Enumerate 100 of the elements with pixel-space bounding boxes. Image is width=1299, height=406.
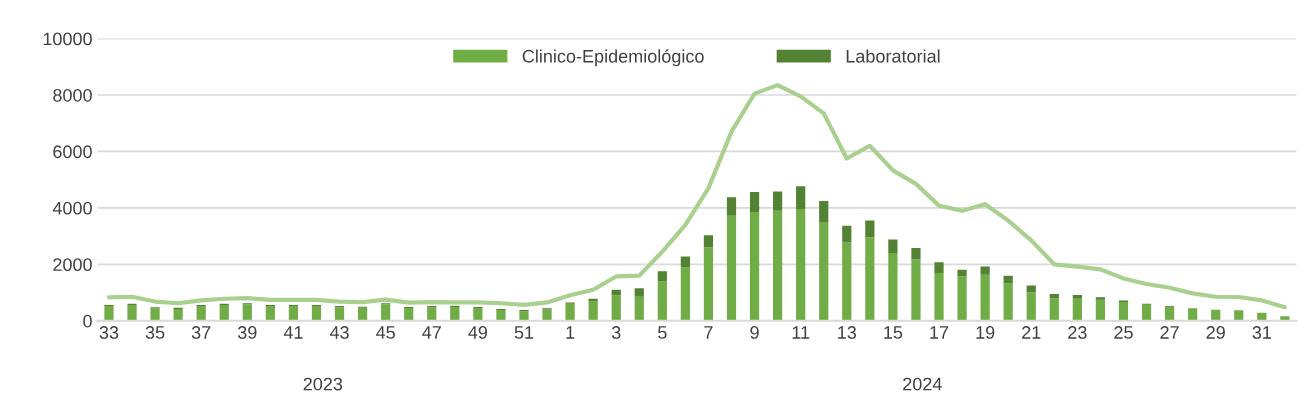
bar [819, 201, 829, 222]
bar [1072, 295, 1082, 299]
bar [288, 306, 299, 321]
bar [519, 311, 529, 321]
bar [565, 303, 575, 321]
y-tick-label: 10000 [43, 32, 92, 46]
x-tick-label: 5 [658, 326, 667, 339]
bar [611, 295, 621, 321]
bar [588, 301, 598, 321]
x-tick-label: 9 [750, 326, 759, 339]
bar [680, 267, 690, 321]
bar [911, 259, 921, 321]
x-tick-label: 21 [1022, 326, 1041, 339]
legend-label: Laboratorial [846, 49, 940, 63]
x-tick-label: 41 [283, 326, 303, 339]
y-tick-label: 4000 [52, 201, 92, 215]
bar [357, 307, 368, 321]
bar [1072, 298, 1082, 321]
bar [1095, 297, 1106, 300]
bar [1003, 283, 1013, 321]
bar [196, 306, 206, 321]
bar [1141, 304, 1152, 321]
bar [473, 308, 483, 321]
x-tick-label: 31 [1252, 326, 1271, 339]
x-tick-label: 47 [422, 326, 441, 339]
x-tick-label: 3 [611, 326, 621, 339]
x-tick-label: 45 [376, 326, 395, 339]
bar [265, 306, 275, 321]
bar [1049, 298, 1059, 321]
bar [888, 239, 898, 254]
bar [542, 309, 552, 321]
x-tick-label: 33 [99, 326, 119, 339]
x-tick-label: 27 [1160, 326, 1179, 339]
bar [404, 308, 414, 321]
bar [888, 253, 898, 321]
y-tick-label: 8000 [53, 88, 92, 102]
bar [773, 191, 783, 211]
x-tick-label: 37 [191, 326, 211, 339]
bar [773, 210, 783, 321]
x-tick-label: 23 [1068, 326, 1087, 339]
bar [334, 307, 345, 321]
x-tick-label: 39 [237, 326, 257, 339]
bar [127, 304, 137, 321]
y-tick-label: 0 [83, 314, 92, 328]
x-tick-label: 35 [145, 326, 165, 339]
bar [1049, 293, 1059, 299]
x-tick-label: 51 [514, 326, 534, 339]
bar [842, 225, 852, 243]
bar [980, 274, 990, 321]
bar [842, 242, 852, 321]
bar [934, 273, 944, 321]
bar [819, 221, 829, 321]
bar [1188, 308, 1198, 321]
bar [703, 247, 714, 321]
bar [634, 288, 644, 297]
x-tick-label: 7 [704, 326, 713, 339]
bar [1118, 302, 1129, 321]
bar [173, 308, 183, 321]
bar [219, 304, 229, 321]
x-tick-label: 17 [930, 326, 949, 339]
bar [242, 304, 252, 321]
bar [1026, 285, 1036, 293]
line-series [106, 83, 1287, 310]
bar [588, 298, 598, 302]
bar [634, 296, 644, 321]
x-tick-label: 29 [1206, 326, 1225, 339]
bar [957, 276, 967, 321]
bar [104, 306, 114, 321]
bar [796, 209, 806, 321]
bar [865, 237, 875, 321]
x-tick-label: 11 [792, 326, 810, 339]
y-tick-label: 6000 [53, 145, 92, 159]
bar [657, 281, 667, 321]
bar [1003, 275, 1013, 284]
bar [1026, 292, 1036, 321]
x-tick-label: 15 [884, 326, 903, 339]
bar [703, 235, 714, 248]
x-tick-label: 49 [468, 326, 488, 339]
bar [496, 310, 506, 321]
x-tick-label: 43 [329, 326, 349, 339]
text: 2024 [903, 377, 942, 391]
bar [796, 186, 806, 209]
bar [657, 271, 667, 282]
bar [427, 307, 437, 321]
bar [381, 304, 391, 321]
bar [726, 215, 737, 321]
bar [1095, 299, 1106, 321]
bar [749, 212, 760, 321]
bar [150, 308, 160, 321]
bar [911, 247, 921, 260]
bar [1164, 306, 1175, 321]
x-tick-label: 1 [566, 326, 575, 339]
bar [311, 306, 322, 321]
legend-label: Clinico-Epidemiológico [522, 49, 704, 67]
y-tick-label: 2000 [53, 258, 92, 272]
text: 2023 [303, 377, 343, 391]
bar [450, 306, 460, 321]
bar [934, 262, 944, 274]
bar [1234, 310, 1244, 321]
bar [680, 256, 690, 268]
